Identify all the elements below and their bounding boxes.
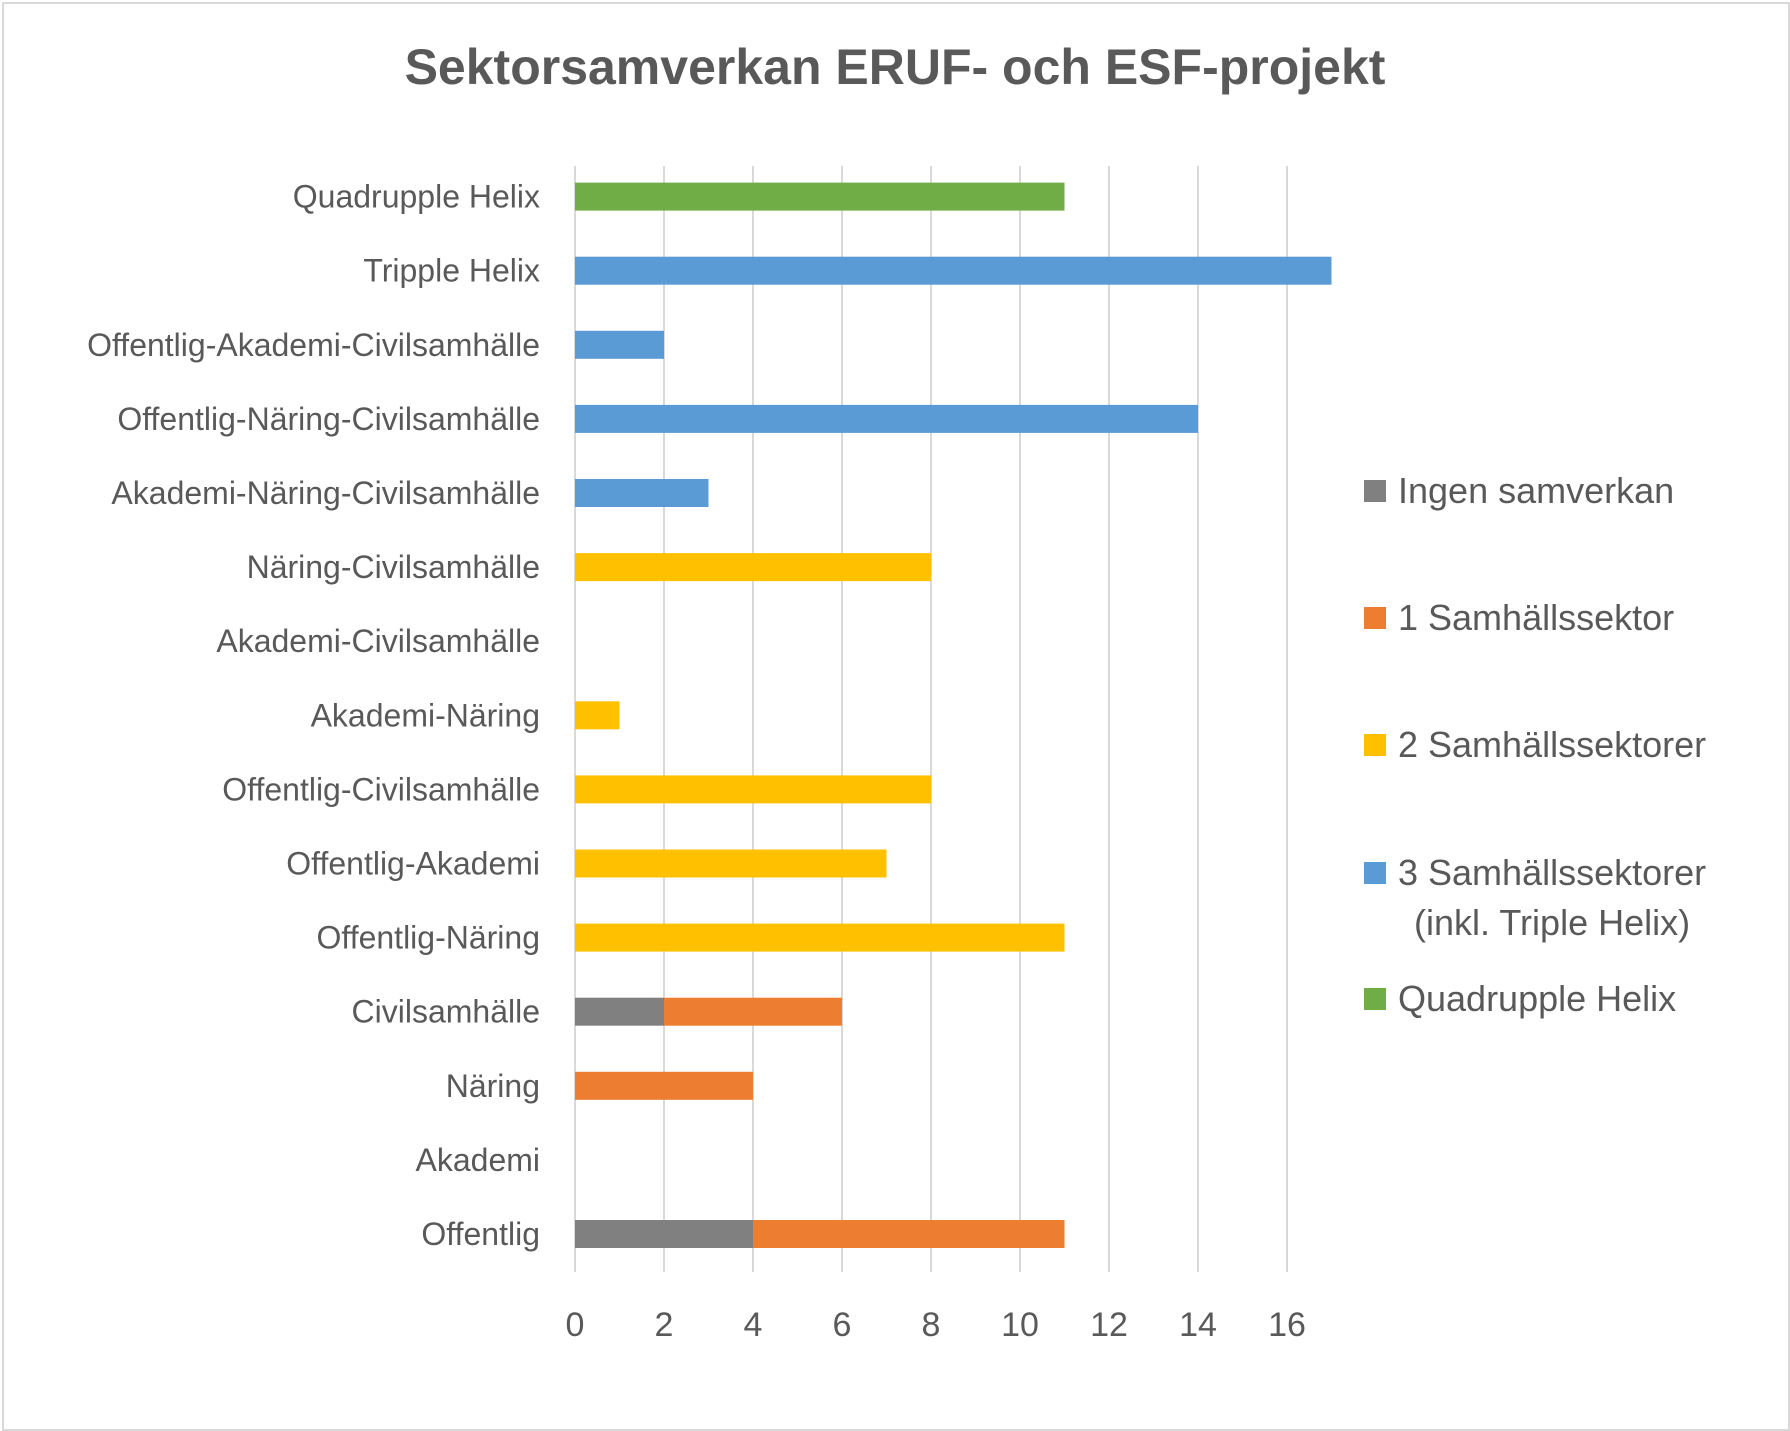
x-tick-label: 6 bbox=[833, 1306, 852, 1344]
bar-segment bbox=[575, 775, 931, 804]
category-label: Akademi-Näring bbox=[311, 697, 540, 733]
legend-swatch bbox=[1364, 988, 1386, 1010]
legend-label: 2 Samhällssektorer bbox=[1398, 724, 1707, 765]
legend-label: Quadrupple Helix bbox=[1398, 978, 1677, 1019]
bar-segment bbox=[575, 330, 664, 359]
x-tick-label: 4 bbox=[744, 1306, 763, 1344]
category-labels: Offentlig Akademi Näring Civilsamhälle Offen… bbox=[87, 179, 540, 1252]
bar-segment bbox=[575, 182, 1065, 211]
x-tick-label: 12 bbox=[1090, 1306, 1128, 1344]
bar-segment bbox=[575, 997, 664, 1026]
bar-segment bbox=[575, 256, 1332, 285]
category-label: Offentlig-Näring bbox=[316, 920, 540, 956]
x-tick-label: 8 bbox=[922, 1306, 941, 1344]
bar-segment bbox=[575, 479, 709, 507]
legend-label: 3 Samhällssektorer (inkl. Triple Helix) bbox=[1398, 852, 1707, 943]
bar-segment bbox=[575, 923, 1065, 952]
category-label: Akademi-Näring-Civilsamhälle bbox=[111, 475, 540, 511]
x-tick-label: 14 bbox=[1179, 1306, 1217, 1344]
category-label: Akademi-Civilsamhälle bbox=[216, 623, 540, 659]
x-tick-label: 0 bbox=[566, 1306, 585, 1344]
bar-segment bbox=[575, 849, 887, 878]
legend-swatch bbox=[1364, 607, 1386, 629]
bar-segment bbox=[575, 1220, 753, 1248]
category-label: Offentlig-Näring-Civilsamhälle bbox=[117, 401, 540, 437]
category-label: Civilsamhälle bbox=[352, 994, 541, 1030]
x-tick-label: 10 bbox=[1001, 1306, 1039, 1344]
category-label: Offentlig-Akademi bbox=[286, 846, 540, 882]
bar-segment bbox=[575, 1071, 753, 1100]
category-label: Offentlig bbox=[421, 1216, 540, 1252]
legend-swatch bbox=[1364, 862, 1386, 884]
chart-title: Sektorsamverkan ERUF- och ESF-projekt bbox=[404, 39, 1386, 95]
bar-segment bbox=[575, 404, 1198, 433]
x-tick-label: 16 bbox=[1268, 1306, 1306, 1344]
gridlines bbox=[574, 166, 1288, 1272]
legend-label: 1 Samhällssektor bbox=[1398, 597, 1675, 638]
category-label: Akademi bbox=[416, 1142, 541, 1178]
x-tick-label: 2 bbox=[655, 1306, 674, 1344]
category-label: Quadrupple Helix bbox=[293, 179, 540, 215]
category-label: Näring bbox=[446, 1068, 540, 1104]
bar-segment bbox=[753, 1220, 1065, 1248]
bar-segment bbox=[575, 701, 620, 730]
bar-segment bbox=[664, 997, 842, 1026]
bar-segment bbox=[575, 553, 931, 582]
legend: Ingen samverkan 1 Samhällssektor 2 Samhäll… bbox=[1364, 0, 1784, 1431]
x-tick-labels: 0 2 4 6 8 10 12 14 16 bbox=[566, 1306, 1306, 1344]
category-label: Offentlig-Akademi-Civilsamhälle bbox=[87, 327, 540, 363]
bars bbox=[575, 182, 1332, 1248]
legend-swatch bbox=[1364, 480, 1386, 502]
legend-swatch bbox=[1364, 734, 1386, 756]
category-label: Näring-Civilsamhälle bbox=[247, 549, 540, 585]
legend-label: Ingen samverkan bbox=[1398, 470, 1675, 511]
category-label: Tripple Helix bbox=[363, 253, 540, 289]
category-label: Offentlig-Civilsamhälle bbox=[222, 771, 540, 807]
